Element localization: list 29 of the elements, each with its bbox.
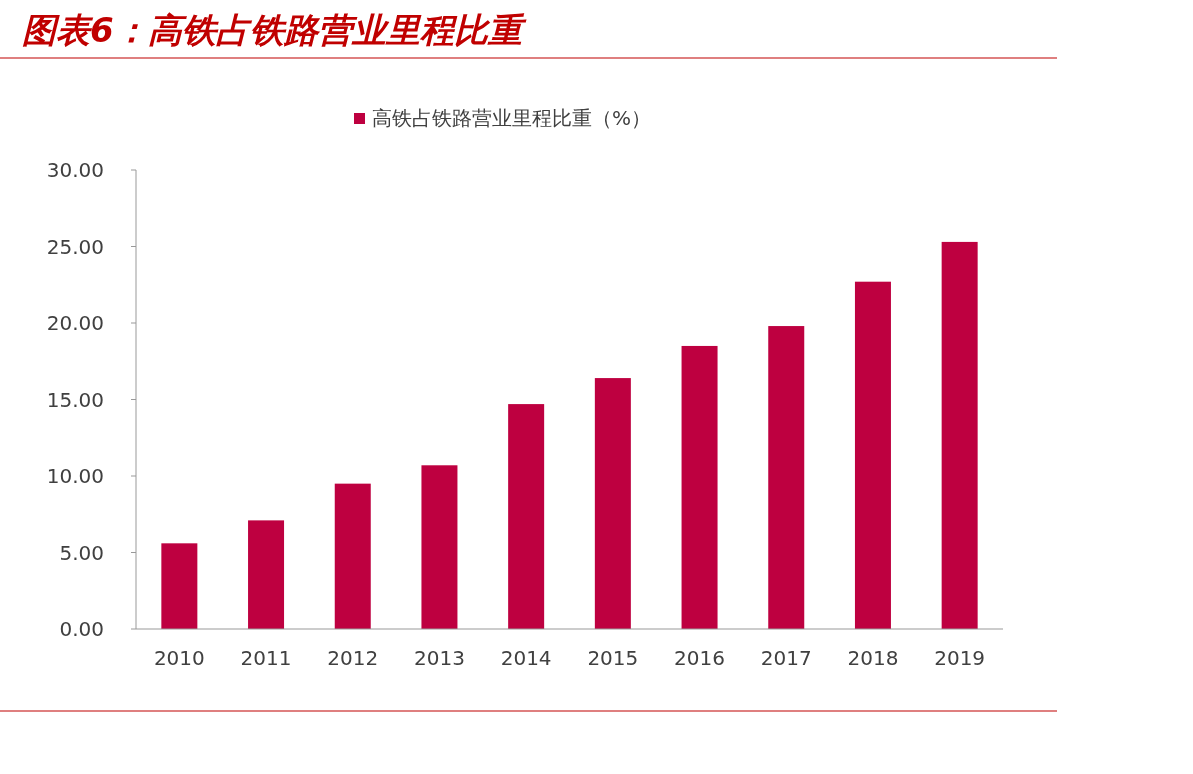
y-tick-label: 0.00 bbox=[59, 617, 104, 641]
bar bbox=[681, 345, 718, 629]
bar bbox=[334, 483, 371, 629]
x-tick-label: 2013 bbox=[414, 646, 465, 670]
y-tick-label: 15.00 bbox=[46, 387, 104, 412]
x-tick-label: 2019 bbox=[934, 646, 986, 670]
legend-label: 高铁占铁路营业里程比重（%） bbox=[372, 106, 652, 130]
x-tick-label: 2011 bbox=[240, 646, 292, 670]
y-tick-label: 5.00 bbox=[59, 540, 104, 565]
y-tick-label: 30.00 bbox=[46, 158, 104, 182]
x-tick-label: 2018 bbox=[847, 646, 899, 670]
bar bbox=[421, 465, 458, 629]
x-tick-label: 2010 bbox=[153, 646, 205, 670]
x-tick-label: 2016 bbox=[674, 646, 725, 670]
x-tick-label: 2015 bbox=[587, 646, 639, 670]
bar bbox=[768, 326, 805, 629]
bar bbox=[248, 520, 285, 629]
bar bbox=[508, 404, 545, 629]
x-tick-label: 2017 bbox=[760, 646, 812, 670]
x-tick-label: 2014 bbox=[500, 646, 552, 670]
bar bbox=[594, 378, 631, 629]
chart-title: 图表6：高铁占铁路营业里程比重 bbox=[22, 10, 527, 50]
bar bbox=[854, 281, 891, 629]
y-tick-label: 10.00 bbox=[46, 464, 104, 488]
y-tick-label: 25.00 bbox=[46, 234, 104, 259]
x-tick-label: 2012 bbox=[327, 646, 379, 670]
y-tick-label: 20.00 bbox=[46, 311, 104, 335]
bar bbox=[161, 543, 198, 629]
bar bbox=[941, 241, 978, 629]
